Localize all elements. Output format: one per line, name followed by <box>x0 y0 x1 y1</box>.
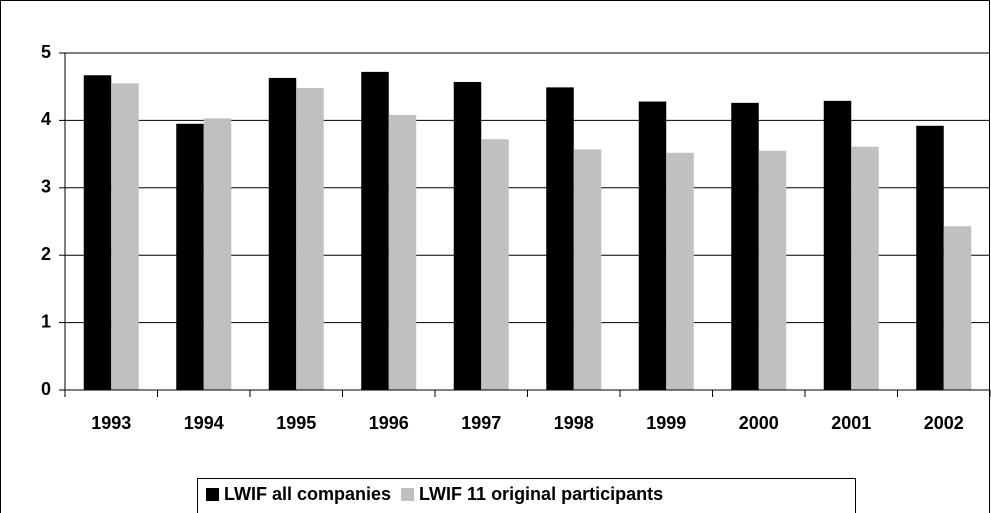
x-tick-label: 1998 <box>554 413 594 433</box>
bar <box>83 75 112 390</box>
x-tick-label: 1996 <box>369 413 409 433</box>
bar <box>111 83 139 390</box>
bar <box>453 81 482 391</box>
x-tick-label: 2002 <box>924 413 964 433</box>
bar <box>823 100 852 390</box>
legend-swatch <box>206 488 219 501</box>
legend-label: LWIF 11 original participants <box>419 484 663 504</box>
x-tick-label: 1997 <box>461 413 501 433</box>
bar <box>481 139 509 390</box>
bar <box>666 152 694 390</box>
bar <box>758 150 787 390</box>
bar <box>943 226 972 390</box>
bar <box>573 149 602 390</box>
legend-box <box>197 478 856 513</box>
x-tick-label: 2000 <box>739 413 779 433</box>
bar <box>268 77 297 391</box>
x-tick-label: 2001 <box>831 413 871 433</box>
bar <box>916 125 944 391</box>
y-tick-label: 3 <box>41 177 51 197</box>
bar <box>731 102 759 390</box>
bar <box>176 123 204 391</box>
x-tick-label: 1994 <box>184 413 224 433</box>
x-tick-label: 1993 <box>91 413 131 433</box>
legend-label: LWIF all companies <box>224 484 391 504</box>
bar <box>851 146 879 390</box>
bar <box>296 88 324 390</box>
y-tick-label: 0 <box>41 379 51 399</box>
bar <box>638 101 667 390</box>
y-tick-label: 1 <box>41 311 51 331</box>
bar <box>361 71 389 390</box>
x-tick-label: 1995 <box>276 413 316 433</box>
bar <box>546 87 574 391</box>
bar <box>388 115 417 391</box>
y-tick-label: 2 <box>41 244 51 264</box>
x-tick-label: 1999 <box>646 413 686 433</box>
bar <box>203 118 232 391</box>
legend-swatch <box>401 488 415 501</box>
y-tick-label: 4 <box>41 109 51 129</box>
y-tick-label: 5 <box>41 42 51 62</box>
